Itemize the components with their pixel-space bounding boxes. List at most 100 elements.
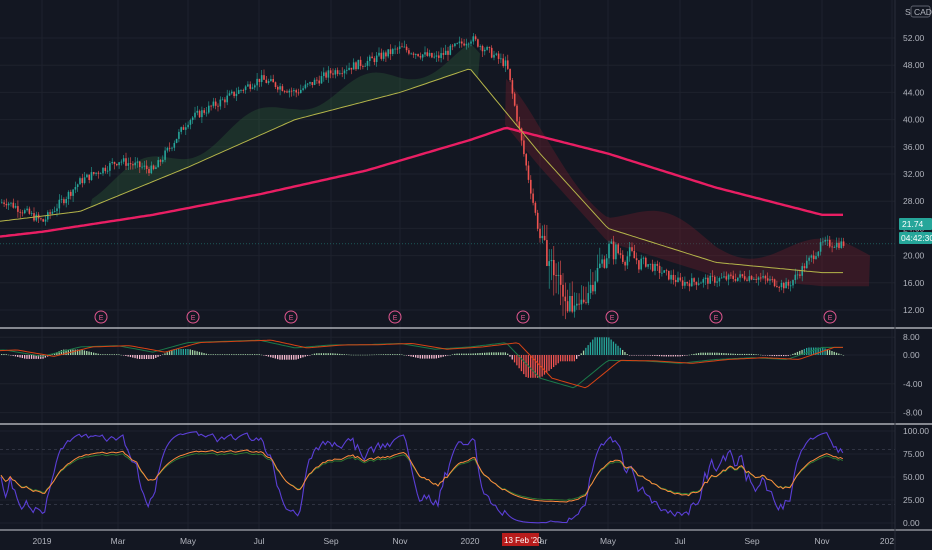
candle-body (686, 281, 688, 284)
candle-body (341, 73, 343, 75)
macd-histogram-bar (458, 353, 460, 355)
macd-histogram-bar (352, 354, 355, 356)
candle-body (619, 253, 622, 255)
earnings-circle (516, 310, 530, 324)
earnings-circle (94, 310, 108, 324)
scale-button[interactable]: S (905, 7, 911, 17)
macd-histogram-bar (677, 355, 679, 357)
candle-body (387, 49, 389, 57)
candle-body (405, 46, 408, 51)
time-tick-label: Jul (254, 536, 265, 546)
macd-histogram-bar (208, 354, 210, 355)
macd-histogram-bar (260, 354, 263, 356)
candle-body (410, 53, 412, 55)
candle-body (385, 52, 387, 57)
macd-histogram-bar (316, 353, 318, 355)
candle-body (776, 286, 778, 287)
time-tick-label: May (600, 536, 617, 546)
earnings-marker[interactable]: E (823, 310, 837, 324)
candle-body (716, 281, 718, 283)
earnings-marker[interactable]: E (186, 310, 200, 324)
macd-histogram-bar (474, 353, 477, 355)
macd-histogram-bar (541, 355, 543, 377)
macd-histogram-bar (697, 353, 700, 355)
macd-histogram-bar (831, 350, 833, 355)
earnings-label: E (521, 315, 526, 322)
macd-histogram-bar (674, 355, 677, 357)
macd-histogram-bar (334, 353, 336, 355)
candle-body (79, 178, 81, 185)
candle-body (283, 90, 286, 92)
macd-pane[interactable] (0, 337, 845, 389)
macd-histogram-bar (640, 355, 642, 356)
candle-body (456, 43, 458, 45)
crosshair-date-label: 13 Feb '20 (504, 536, 542, 545)
candle-body (224, 99, 226, 103)
candle-body (458, 41, 461, 44)
macd-histogram-bar (233, 354, 235, 355)
macd-histogram-bar (24, 355, 26, 359)
macd-histogram-bar (681, 355, 684, 357)
candle-body (95, 172, 97, 174)
macd-histogram-bar (30, 355, 33, 359)
candle-body (102, 167, 104, 174)
candle-body (155, 167, 157, 169)
candle-body (76, 184, 79, 187)
candle-body (645, 257, 647, 267)
macd-histogram-bar (548, 355, 550, 371)
macd-histogram-bar (778, 355, 780, 357)
time-axis[interactable]: 2019 Mar May Jul Sep Nov 2020 Mar May Jul Sep Nov 20… (33, 536, 895, 546)
earnings-marker[interactable]: E (516, 310, 530, 324)
macd-histogram-bar (612, 341, 615, 355)
earnings-marker[interactable]: E (605, 310, 619, 324)
macd-histogram-bar (442, 355, 444, 357)
macd-histogram-bar (182, 349, 184, 355)
macd-histogram-bar (139, 355, 141, 360)
macd-histogram-bar (507, 353, 509, 355)
macd-histogram-bar (145, 355, 148, 360)
candle-body (132, 164, 134, 166)
candle-body (601, 259, 603, 264)
macd-histogram-bar (214, 354, 217, 355)
macd-histogram-bar (109, 354, 111, 355)
earnings-marker[interactable]: E (284, 310, 298, 324)
time-tick-label: Sep (323, 536, 338, 546)
macd-histogram-bar (355, 354, 357, 356)
earnings-marker[interactable]: E (709, 310, 723, 324)
earnings-marker[interactable]: E (388, 310, 402, 324)
candle-body (362, 66, 364, 67)
time-tick-label: Mar (111, 536, 126, 546)
macd-histogram-bar (63, 349, 65, 355)
candle-body (431, 52, 433, 58)
candle-body (481, 46, 484, 52)
candle-body (495, 53, 498, 55)
candle-body (608, 243, 610, 259)
candle-body (357, 59, 360, 70)
macd-histogram-bar (350, 354, 352, 356)
macd-histogram-bar (714, 352, 716, 355)
earnings-marker[interactable]: E (94, 310, 108, 324)
ma-cloud-band (90, 44, 870, 287)
earnings-circle (388, 310, 402, 324)
macd-histogram-bar (727, 353, 730, 355)
candle-body (286, 91, 288, 93)
candle-body (242, 90, 245, 91)
candle-body (187, 124, 189, 128)
macd-histogram-bar (523, 355, 525, 375)
macd-histogram-bar (116, 354, 118, 355)
candle-body (808, 257, 810, 261)
countdown-label: 04:42:30 (901, 233, 932, 243)
candle-body (553, 259, 555, 276)
candle-body (164, 150, 166, 160)
candle-body (258, 78, 261, 82)
candle-body (415, 53, 417, 55)
candle-body (697, 283, 700, 285)
oscillator-pane[interactable] (0, 431, 844, 524)
macd-histogram-bar (106, 354, 109, 355)
macd-histogram-bar (51, 354, 53, 355)
macd-histogram-bar (509, 355, 511, 357)
macd-histogram-bar (403, 354, 405, 356)
macd-histogram-bar (256, 354, 258, 355)
macd-histogram-bar (504, 352, 506, 355)
